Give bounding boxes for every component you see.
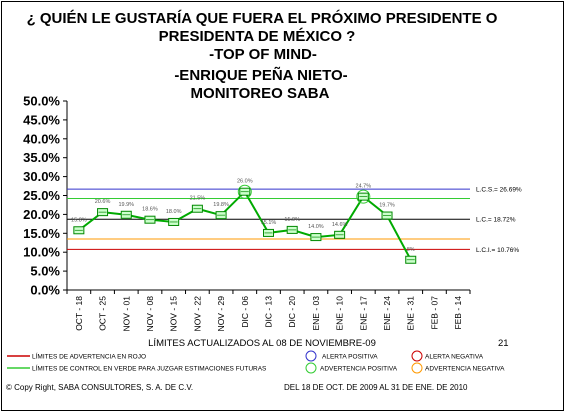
y-tick-label: 20.0%: [23, 207, 60, 222]
reference-lines: L.C.S.= 26.69% L.C.= 18.72% L.C.I.= 10.76%: [67, 187, 522, 254]
data-label: 14.6%: [332, 222, 348, 228]
x-tick-label: DIC - 06: [240, 296, 250, 328]
data-label: 15.1%: [261, 220, 277, 226]
data-label: 19.7%: [379, 203, 395, 209]
tick-labels: 50.0% 45.0% 40.0% 35.0% 30.0% 25.0% 20.0% 15.0%…: [23, 94, 463, 332]
x-tick-label: ENE - 03: [311, 296, 321, 331]
data-label: 14.0%: [308, 224, 324, 230]
series-line: 15.8% 20.6% 19.9% 18.6% 18.0% 21.5% 19.8% 26.0%…: [71, 179, 417, 264]
data-label: 19.9%: [118, 202, 134, 208]
title-line-1: ¿ QUIÉN LE GUSTARÍA QUE FUERA EL PRÓXIMO…: [27, 9, 498, 27]
y-tick-label: 25.0%: [23, 188, 60, 203]
y-tick-label: 10.0%: [23, 245, 60, 260]
data-point: 18.6%: [142, 207, 158, 224]
title-line-2: PRESIDENTA DE MÉXICO ?: [159, 28, 356, 45]
chart-axes: [63, 100, 471, 294]
y-tick-label: 45.0%: [23, 112, 60, 127]
x-tick-label: ENE - 24: [382, 296, 392, 331]
y-tick-label: 0.0%: [30, 283, 60, 298]
y-tick-label: 35.0%: [23, 150, 60, 165]
date-range-text: DEL 18 DE OCT. DE 2009 AL 31 DE ENE. DE …: [284, 383, 468, 392]
legend-red-line-label: LÍMITES DE ADVERTENCIA EN ROJO: [32, 352, 146, 361]
reference-line-label: L.C.S.= 26.69%: [476, 187, 522, 194]
data-point: 18.0%: [166, 209, 182, 226]
x-tick-label: ENE - 10: [335, 296, 345, 331]
legend-green-circle-icon: [305, 362, 317, 374]
data-point: 15.1%: [261, 220, 277, 237]
data-label: 26.0%: [237, 179, 253, 185]
y-tick-label: 50.0%: [23, 94, 60, 109]
legend-blue-circle-label: ALERTA POSITIVA: [322, 354, 378, 361]
x-tick-label: NOV - 29: [216, 296, 226, 332]
data-label: 19.8%: [213, 202, 229, 208]
data-label: 21.5%: [190, 196, 206, 202]
chart-title: ¿ QUIÉN LE GUSTARÍA QUE FUERA EL PRÓXIMO…: [27, 9, 498, 102]
x-tick-label: FEB - 07: [429, 296, 439, 330]
legend-orange-circle-label: ADVERTENCIA NEGATIVA: [425, 366, 505, 373]
data-point: 26.0%: [237, 179, 253, 199]
legend-red-circle-label: ALERTA NEGATIVA: [425, 354, 484, 361]
title-line-5: MONITOREO SABA: [191, 85, 330, 102]
y-tick-label: 5.0%: [30, 264, 60, 279]
data-point: 8%: [405, 247, 417, 264]
y-tick-label: 30.0%: [23, 169, 60, 184]
x-tick-label: NOV - 22: [192, 296, 202, 332]
legend-blue-circle-icon: [305, 350, 317, 362]
legend-red-circle-icon: [411, 350, 423, 362]
data-point: 19.9%: [118, 202, 134, 219]
x-tick-label: OCT - 18: [74, 296, 84, 331]
title-line-4: -ENRIQUE PEÑA NIETO-: [174, 66, 347, 84]
data-label: 24.7%: [356, 184, 372, 190]
x-tick-label: NOV - 01: [121, 296, 131, 332]
warning-circle-marker: [237, 184, 252, 199]
data-point: 19.8%: [213, 202, 229, 220]
legend-green-circle-label: ADVERTENCIA POSITIVA: [320, 366, 398, 373]
y-tick-label: 40.0%: [23, 131, 60, 146]
data-label: 15.8%: [71, 217, 87, 223]
limits-note: LÍMITES ACTUALIZADOS AL 08 DE NOVIEMBRE-…: [148, 338, 376, 349]
data-label: 18.0%: [166, 209, 182, 215]
x-tick-label: DIC - 13: [264, 296, 274, 328]
y-tick-label: 15.0%: [23, 226, 60, 241]
data-label: 15.9%: [284, 217, 300, 223]
x-tick-label: NOV - 15: [169, 296, 179, 332]
x-tick-label: NOV - 08: [145, 296, 155, 332]
data-label: 20.6%: [95, 199, 111, 205]
data-label: 18.6%: [142, 207, 158, 213]
reference-line-label: L.C.I.= 10.76%: [476, 247, 519, 254]
title-line-3: -TOP OF MIND-: [209, 46, 317, 63]
reference-line-label: L.C.= 18.72%: [476, 217, 516, 224]
data-point: 15.9%: [284, 217, 300, 234]
data-point: 19.7%: [379, 203, 395, 220]
data-label: 8%: [407, 247, 415, 253]
x-tick-label: OCT - 25: [98, 296, 108, 331]
x-tick-label: ENE - 17: [358, 296, 368, 331]
data-point: 14.0%: [308, 224, 324, 242]
data-point: 15.8%: [71, 217, 87, 235]
data-point: 14.6%: [332, 222, 348, 239]
legend: LÍMITES DE ADVERTENCIA EN ROJO LÍMITES D…: [7, 350, 505, 374]
data-point: 24.7%: [356, 184, 372, 204]
legend-orange-circle-icon: [411, 362, 423, 374]
data-point: 20.6%: [95, 199, 111, 217]
warning-circle-marker: [356, 189, 371, 204]
page-number: 21: [498, 338, 509, 349]
data-point: 21.5%: [190, 196, 206, 213]
copyright-text: © Copy Right, SABA CONSULTORES, S. A. DE…: [6, 383, 193, 392]
x-tick-label: ENE - 31: [406, 296, 416, 331]
x-tick-label: DIC - 20: [287, 296, 297, 328]
x-tick-label: FEB - 14: [453, 296, 463, 330]
legend-green-line-label: LÍMITES DE CONTROL EN VERDE PARA JUZGAR …: [32, 364, 267, 373]
